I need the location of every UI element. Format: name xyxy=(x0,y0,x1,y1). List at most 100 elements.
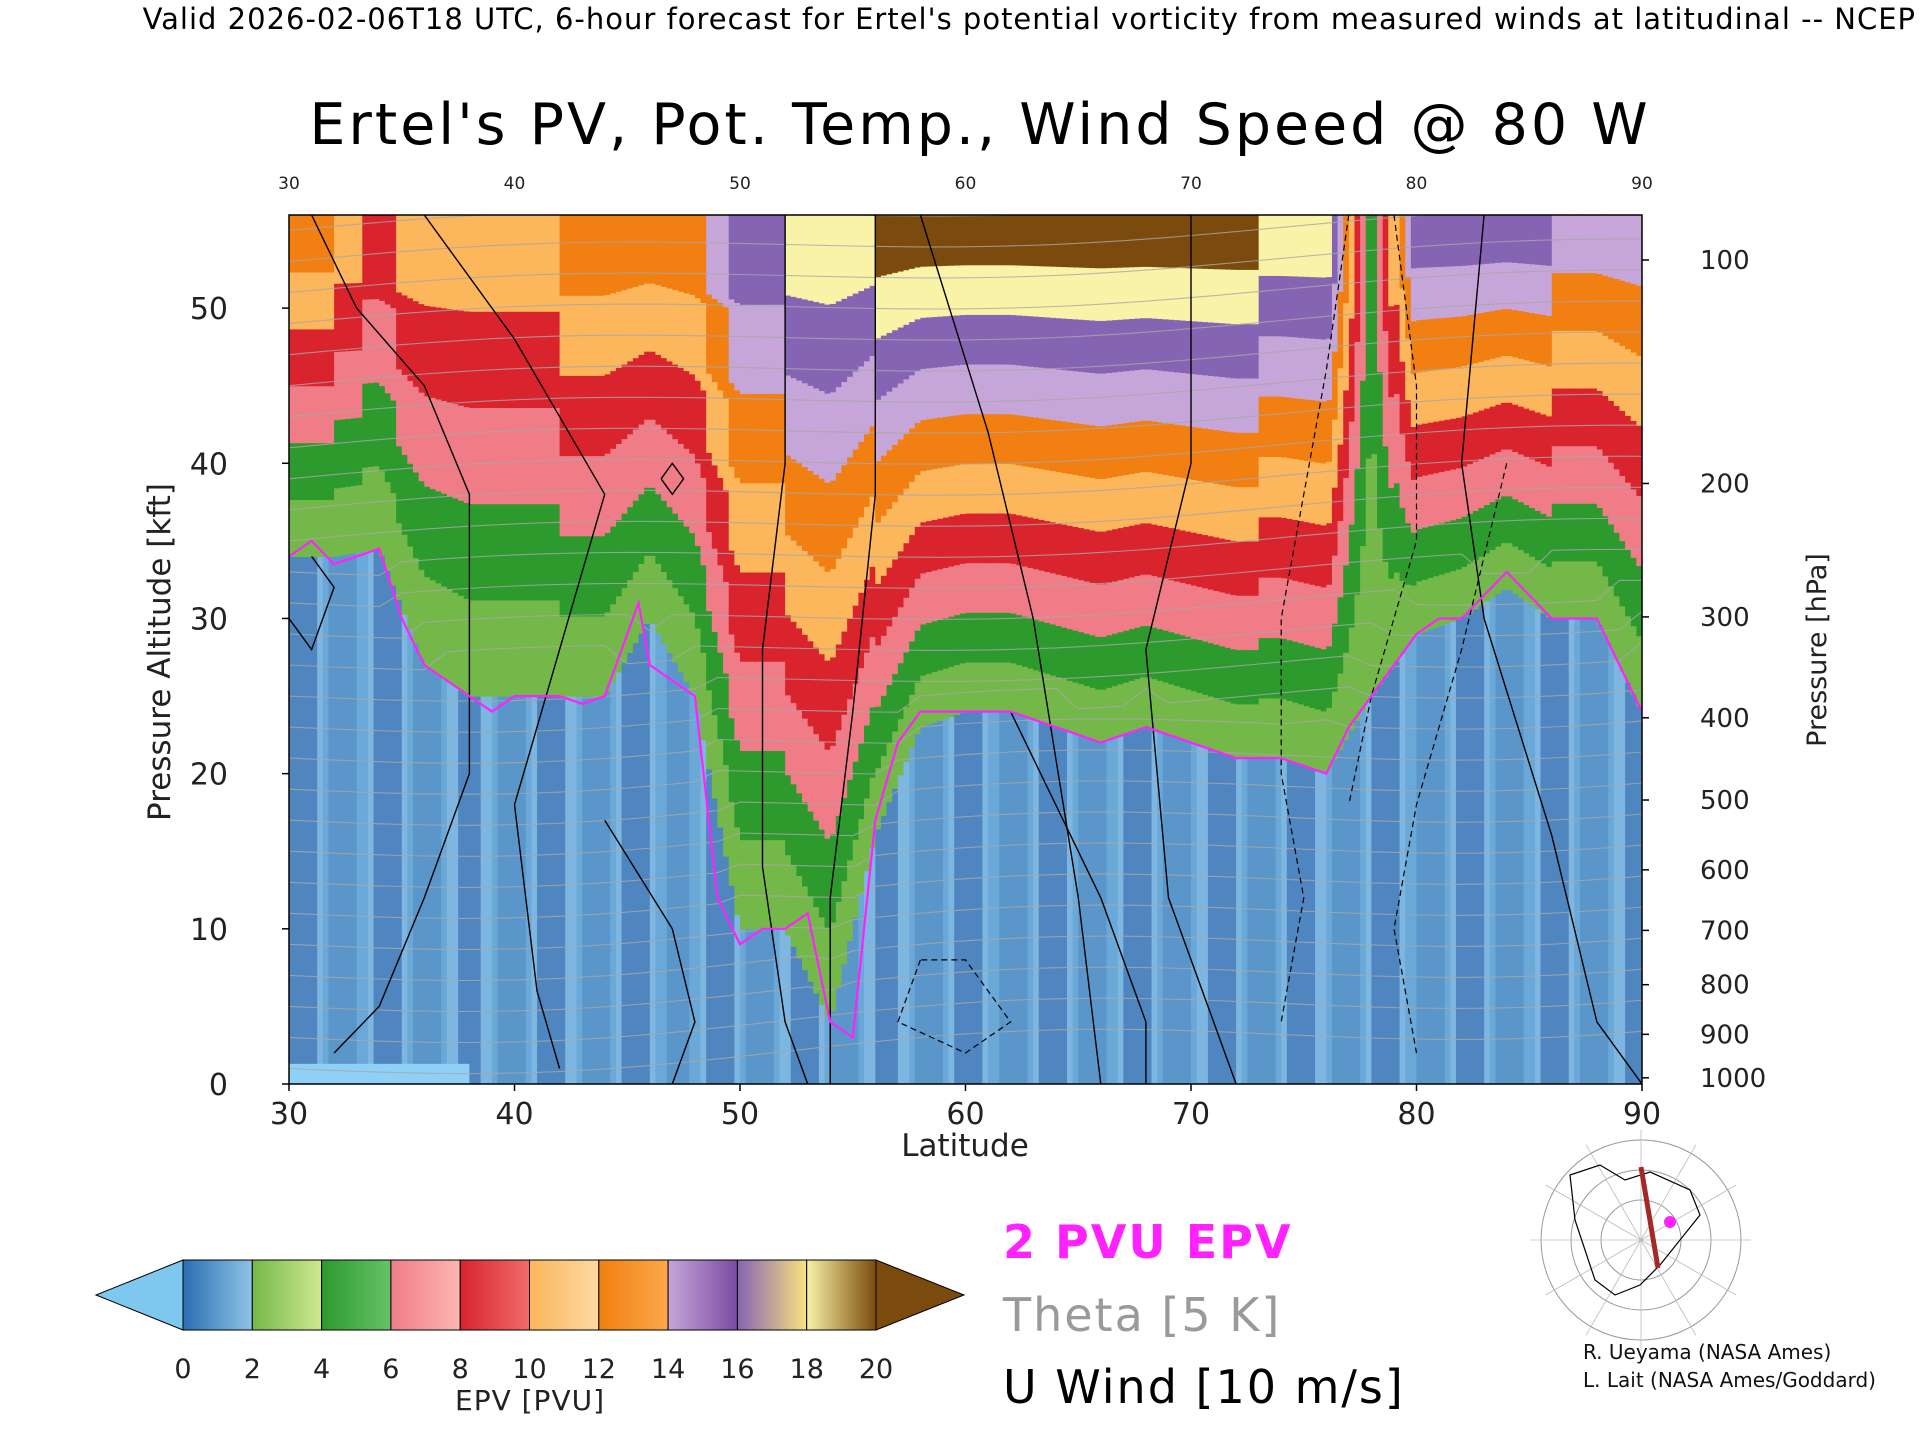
pv-band xyxy=(441,215,448,309)
pv-band xyxy=(1410,267,1418,322)
pv-band xyxy=(1281,698,1288,760)
pv-band xyxy=(452,592,459,687)
pv-band xyxy=(768,482,775,573)
pv-band xyxy=(790,377,797,460)
pv-column xyxy=(1365,700,1372,1084)
pv-band xyxy=(700,564,707,653)
pv-band xyxy=(1320,524,1327,588)
pv-band xyxy=(1106,687,1113,741)
pv-band xyxy=(1625,281,1632,350)
pv-band xyxy=(999,264,1006,315)
pv-column xyxy=(920,726,927,1084)
pv-band xyxy=(982,661,989,713)
pv-band xyxy=(1608,585,1615,649)
pv-band xyxy=(723,672,730,766)
pv-band xyxy=(807,896,814,982)
pv-column xyxy=(1506,589,1513,1084)
pv-band xyxy=(937,215,944,267)
pv-band xyxy=(723,764,730,857)
pv-band xyxy=(864,797,871,872)
pv-band xyxy=(1568,387,1575,447)
pv-band xyxy=(897,606,905,664)
pv-band xyxy=(638,493,645,564)
pv-band xyxy=(892,215,899,273)
pv-band xyxy=(1151,523,1158,577)
pv-band xyxy=(1563,503,1570,562)
pv-band xyxy=(892,444,899,503)
pv-band xyxy=(1439,266,1446,319)
pv-band xyxy=(1174,476,1181,530)
pv-band xyxy=(351,485,358,554)
pv-band xyxy=(486,215,493,312)
theta-contour xyxy=(289,686,1642,733)
pv-column xyxy=(1066,731,1074,1084)
pv-band xyxy=(1298,581,1305,644)
pv-band xyxy=(976,264,984,315)
pv-column xyxy=(604,691,611,1084)
pv-band xyxy=(1004,264,1012,315)
pv-band xyxy=(570,615,578,697)
pv-column xyxy=(621,662,628,1084)
pv-column xyxy=(542,696,549,1084)
pv-column xyxy=(1174,737,1181,1084)
pressure-tick-label: 300 xyxy=(1700,603,1750,633)
pv-band xyxy=(1128,473,1136,526)
pv-band xyxy=(965,463,972,514)
pv-band xyxy=(683,526,690,605)
pv-band xyxy=(1574,387,1581,447)
pv-column xyxy=(728,885,735,1084)
pv-band xyxy=(897,326,905,384)
pv-band xyxy=(1630,215,1637,285)
pv-band xyxy=(1557,445,1564,504)
pv-band xyxy=(537,503,544,601)
pv-band xyxy=(1574,560,1581,620)
pv-band xyxy=(802,215,809,300)
pv-column xyxy=(1529,604,1536,1084)
pv-band xyxy=(807,555,814,642)
pv-band xyxy=(390,400,397,494)
pv-band xyxy=(1044,418,1051,471)
pv-band xyxy=(723,398,730,491)
pv-band xyxy=(1596,390,1604,450)
pv-band xyxy=(1140,574,1147,627)
pv-band xyxy=(1066,266,1074,319)
pv-band xyxy=(1405,461,1412,524)
pv-band xyxy=(1185,583,1192,637)
pv-band xyxy=(1112,424,1119,477)
pv-band xyxy=(1286,518,1294,580)
pv-band xyxy=(1055,420,1062,473)
pv-band xyxy=(1258,396,1265,457)
pv-band xyxy=(880,455,888,516)
pv-band xyxy=(1050,675,1057,727)
pv-band xyxy=(429,579,437,672)
pv-band xyxy=(1134,678,1141,731)
pv-band xyxy=(993,215,1000,266)
pv-band xyxy=(1568,560,1575,620)
pv-band xyxy=(1145,215,1153,267)
pv-band xyxy=(666,506,673,581)
pv-band xyxy=(1596,215,1604,275)
pv-band xyxy=(706,373,713,453)
colorbar-segment xyxy=(251,1259,323,1331)
pv-band xyxy=(587,375,595,457)
pv-band xyxy=(429,397,437,490)
pv-column xyxy=(649,623,657,1084)
pv-band xyxy=(1179,319,1186,374)
pv-band xyxy=(1038,265,1046,318)
pv-band xyxy=(1478,458,1485,509)
pv-column xyxy=(1427,629,1435,1084)
pv-band xyxy=(1546,315,1553,367)
pv-column xyxy=(1286,761,1294,1084)
pv-band xyxy=(683,215,690,294)
pv-band xyxy=(469,503,476,601)
pv-band xyxy=(1433,472,1440,525)
pv-band xyxy=(689,453,696,534)
pv-band xyxy=(841,381,848,466)
pv-band xyxy=(847,376,854,458)
pv-band xyxy=(1495,356,1502,405)
pv-band xyxy=(1506,542,1513,590)
pv-band xyxy=(1371,215,1378,455)
pv-band xyxy=(446,308,454,403)
pv-band xyxy=(807,470,814,557)
pv-column xyxy=(1072,733,1079,1084)
